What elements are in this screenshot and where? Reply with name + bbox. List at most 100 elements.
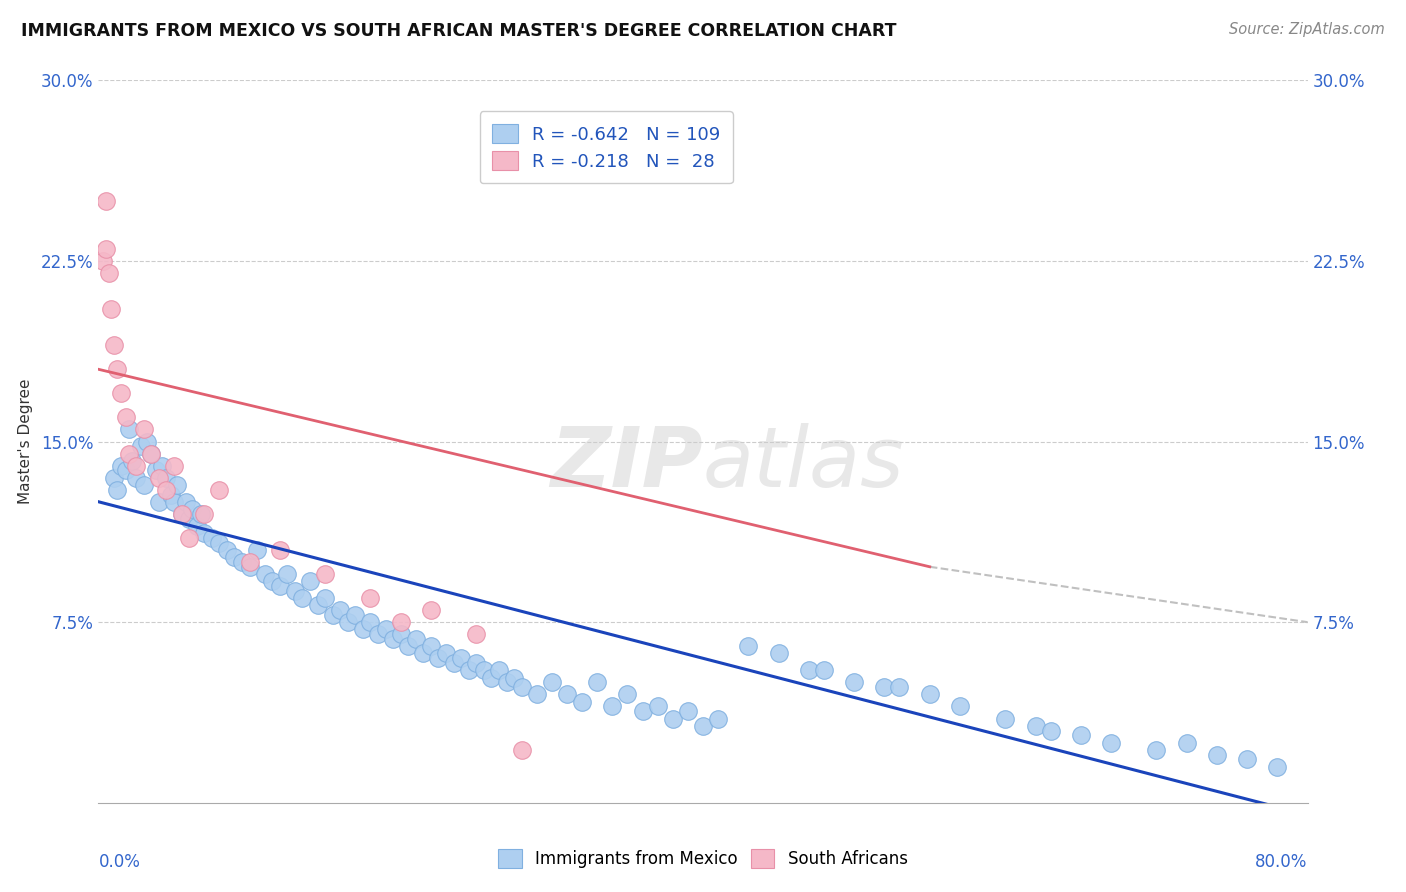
Point (360, 615, 382, 630)
Point (193, 507, 215, 521)
Point (94, 242, 117, 256)
Point (150, 458, 173, 473)
Point (405, 632, 427, 646)
Point (571, 695, 593, 709)
Point (181, 502, 204, 516)
Point (322, 607, 344, 622)
Point (586, 675, 609, 690)
Point (616, 687, 638, 701)
Point (114, 410, 136, 425)
Point (1024, 719, 1046, 733)
Point (949, 699, 972, 714)
Point (276, 567, 298, 582)
Point (873, 680, 896, 694)
Point (121, 454, 143, 468)
Point (160, 487, 183, 501)
Text: Source: ZipAtlas.com: Source: ZipAtlas.com (1229, 22, 1385, 37)
Point (201, 531, 224, 545)
Point (118, 423, 141, 437)
Point (427, 651, 450, 665)
Text: atlas: atlas (703, 423, 904, 504)
Point (344, 607, 367, 622)
Point (389, 615, 412, 630)
Point (472, 664, 495, 678)
Point (1236, 752, 1258, 766)
Point (707, 712, 730, 726)
Point (420, 639, 443, 653)
Point (135, 434, 157, 449)
Point (352, 623, 374, 637)
Point (336, 615, 359, 630)
Point (145, 463, 167, 477)
Point (1206, 747, 1229, 762)
Point (291, 591, 314, 606)
Point (918, 687, 941, 701)
Point (170, 507, 193, 521)
Text: 80.0%: 80.0% (1256, 854, 1308, 871)
Point (314, 567, 336, 582)
Point (676, 704, 699, 718)
Legend: R = -0.642   N = 109, R = -0.218   N =  28: R = -0.642 N = 109, R = -0.218 N = 28 (479, 111, 733, 183)
Point (215, 542, 238, 557)
Point (307, 599, 329, 613)
Point (163, 458, 186, 473)
Point (510, 680, 533, 694)
Point (1146, 743, 1168, 757)
Point (495, 675, 517, 690)
Point (768, 647, 790, 661)
Point (91, 253, 114, 268)
Point (163, 494, 186, 508)
Point (269, 579, 291, 593)
Point (555, 687, 578, 701)
Point (239, 555, 262, 569)
Point (434, 647, 457, 661)
Point (246, 542, 269, 557)
Point (465, 656, 488, 670)
Point (141, 446, 163, 460)
Text: 0.0%: 0.0% (98, 854, 141, 871)
Point (481, 671, 503, 685)
Point (132, 478, 155, 492)
Point (179, 531, 201, 545)
Y-axis label: Master's Degree: Master's Degree (18, 379, 32, 504)
Point (1267, 760, 1289, 774)
Point (844, 675, 866, 690)
Point (174, 494, 197, 508)
Point (103, 471, 125, 485)
Point (179, 511, 201, 525)
Point (224, 550, 246, 565)
Point (661, 712, 683, 726)
Point (114, 463, 136, 477)
Point (813, 664, 835, 678)
Point (443, 656, 465, 670)
Point (412, 647, 434, 661)
Point (166, 478, 188, 492)
Point (186, 519, 208, 533)
Legend: Immigrants from Mexico, South Africans: Immigrants from Mexico, South Africans (492, 843, 914, 875)
Point (602, 699, 624, 714)
Point (314, 591, 336, 606)
Point (208, 535, 231, 549)
Point (100, 301, 122, 317)
Point (382, 632, 405, 646)
Point (105, 483, 128, 497)
Point (94, 194, 117, 208)
Point (737, 639, 759, 653)
Point (103, 338, 125, 352)
Point (329, 603, 352, 617)
Point (110, 386, 132, 401)
Point (526, 687, 548, 701)
Point (239, 559, 262, 574)
Point (299, 574, 322, 589)
Point (367, 627, 389, 641)
Point (262, 574, 284, 589)
Point (125, 458, 148, 473)
Point (510, 743, 533, 757)
Point (105, 362, 128, 376)
Point (797, 664, 820, 678)
Text: ZIP: ZIP (550, 423, 703, 504)
Point (155, 483, 177, 497)
Point (190, 507, 212, 521)
Point (1099, 735, 1122, 749)
Point (647, 699, 669, 714)
